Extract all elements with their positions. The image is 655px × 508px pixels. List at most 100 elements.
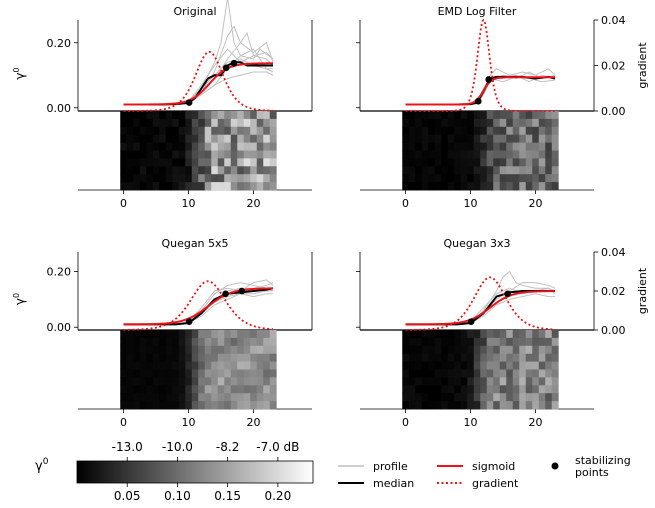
x-tick-label: 0 bbox=[402, 197, 409, 210]
image-pixel bbox=[493, 361, 501, 370]
image-pixel bbox=[434, 353, 442, 362]
image-pixel bbox=[499, 377, 507, 386]
image-pixel bbox=[538, 345, 546, 355]
image-pixel bbox=[480, 166, 488, 175]
image-pixel bbox=[133, 142, 141, 151]
image-pixel bbox=[204, 118, 212, 128]
image-pixel bbox=[512, 126, 520, 136]
image-pixel bbox=[408, 385, 416, 394]
image-pixel bbox=[506, 369, 514, 378]
image-pixel bbox=[480, 126, 488, 136]
image-pixel bbox=[441, 118, 449, 128]
image-pixel bbox=[237, 182, 245, 191]
image-pixel bbox=[139, 150, 147, 159]
image-pixel bbox=[512, 345, 520, 355]
image-pixel bbox=[146, 330, 154, 339]
image-pixel bbox=[269, 330, 277, 339]
image-pixel bbox=[256, 174, 264, 183]
image-pixel bbox=[211, 134, 219, 143]
image-pixel bbox=[532, 401, 540, 410]
image-pixel bbox=[506, 393, 514, 402]
image-pixel bbox=[211, 345, 219, 355]
image-pixel bbox=[133, 330, 141, 339]
image-pixel bbox=[460, 166, 468, 175]
x-tick-label: 0 bbox=[402, 416, 409, 429]
image-pixel bbox=[499, 353, 507, 362]
image-pixel bbox=[243, 393, 251, 402]
image-pixel bbox=[120, 158, 128, 167]
image-pixel bbox=[519, 369, 527, 378]
image-pixel bbox=[545, 174, 553, 183]
image-pixel bbox=[250, 369, 258, 378]
image-pixel bbox=[230, 369, 238, 378]
image-pixel bbox=[441, 150, 449, 159]
image-pixel bbox=[473, 142, 481, 151]
image-pixel bbox=[133, 182, 141, 191]
image-pixel bbox=[237, 158, 245, 167]
image-pixel bbox=[243, 369, 251, 378]
image-pixel bbox=[447, 377, 455, 386]
image-pixel bbox=[499, 158, 507, 167]
image-pixel bbox=[152, 369, 160, 378]
image-pixel bbox=[133, 369, 141, 378]
image-pixel bbox=[408, 361, 416, 370]
image-pixel bbox=[146, 150, 154, 159]
image-pixel bbox=[538, 158, 546, 167]
image-pixel bbox=[486, 150, 494, 159]
colorbar-bottom-tick-label: 0.10 bbox=[164, 489, 191, 503]
x-tick-label: 10 bbox=[464, 416, 478, 429]
gradient-line bbox=[123, 50, 274, 112]
image-pixel bbox=[269, 353, 277, 362]
image-pixel bbox=[493, 158, 501, 167]
image-pixel bbox=[159, 174, 167, 183]
image-pixel bbox=[402, 118, 410, 128]
image-pixel bbox=[146, 385, 154, 394]
image-pixel bbox=[454, 134, 462, 143]
image-pixel bbox=[447, 330, 455, 339]
image-pixel bbox=[428, 401, 436, 410]
image-pixel bbox=[460, 353, 468, 362]
image-pixel bbox=[185, 111, 193, 120]
image-pixel bbox=[165, 158, 173, 167]
image-pixel bbox=[217, 385, 225, 394]
y-tick-label: 0.20 bbox=[47, 266, 72, 279]
image-pixel bbox=[486, 182, 494, 191]
image-pixel bbox=[441, 330, 449, 339]
image-pixel bbox=[532, 361, 540, 370]
image-pixel bbox=[408, 118, 416, 128]
image-pixel bbox=[532, 337, 540, 347]
image-pixel bbox=[185, 330, 193, 339]
image-pixel bbox=[256, 182, 264, 191]
image-pixel bbox=[473, 150, 481, 159]
image-pixel bbox=[263, 345, 271, 355]
image-pixel bbox=[486, 401, 494, 410]
image-pixel bbox=[454, 142, 462, 151]
image-pixel bbox=[421, 393, 429, 402]
image-pixel bbox=[133, 385, 141, 394]
image-pixel bbox=[224, 345, 232, 355]
image-pixel bbox=[230, 111, 238, 120]
image-pixel bbox=[191, 401, 199, 410]
image-pixel bbox=[441, 158, 449, 167]
image-pixel bbox=[480, 142, 488, 151]
image-pixel bbox=[428, 118, 436, 128]
image-pixel bbox=[165, 150, 173, 159]
image-pixel bbox=[256, 401, 264, 410]
image-pixel bbox=[545, 393, 553, 402]
image-pixel bbox=[165, 361, 173, 370]
image-pixel bbox=[204, 126, 212, 136]
image-pixel bbox=[139, 377, 147, 386]
y-axis-label-base: γ bbox=[13, 72, 27, 79]
image-pixel bbox=[224, 330, 232, 339]
image-pixel bbox=[152, 353, 160, 362]
image-pixel bbox=[256, 166, 264, 175]
image-pixel bbox=[146, 401, 154, 410]
image-pixel bbox=[460, 142, 468, 151]
image-pixel bbox=[217, 182, 225, 191]
image-pixel bbox=[447, 134, 455, 143]
image-pixel bbox=[499, 345, 507, 355]
image-pixel bbox=[428, 393, 436, 402]
image-pixel bbox=[480, 150, 488, 159]
image-pixel bbox=[421, 182, 429, 191]
image-pixel bbox=[415, 369, 423, 378]
